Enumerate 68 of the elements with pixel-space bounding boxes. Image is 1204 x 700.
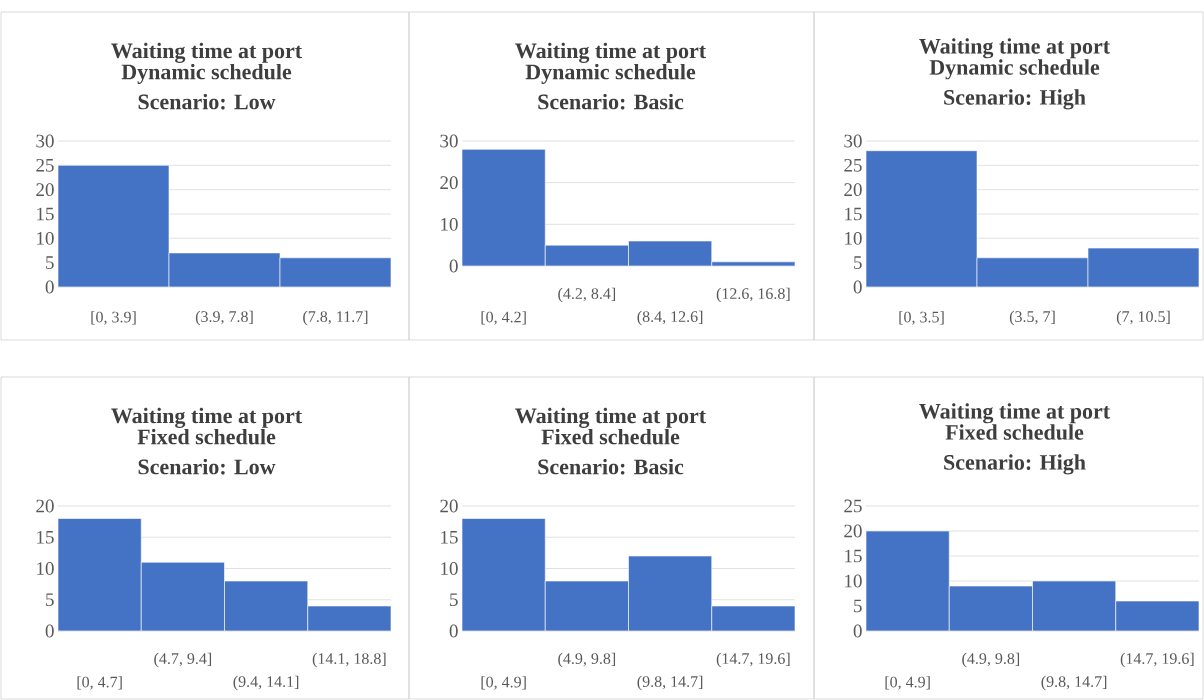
chart-subtitle: Dynamic schedule Scenario: Low <box>121 63 292 110</box>
y-tick-label: 0 <box>45 624 54 638</box>
chart-title: Waiting time at port <box>515 42 707 63</box>
x-tick-label: (7, 10.5] <box>1116 310 1170 326</box>
x-tick-label: (3.9, 7.8] <box>195 310 253 326</box>
x-tick-label: [0, 3.9] <box>91 311 136 325</box>
y-tick-label: 0 <box>449 259 458 273</box>
y-tick-label: 15 <box>441 530 458 544</box>
y-tick-label: 10 <box>845 574 862 588</box>
y-tick-label: 5 <box>450 593 458 607</box>
chart-subtitle: Dynamic schedule Scenario: High <box>929 59 1100 110</box>
chart-subtitle: Fixed schedule Scenario: High <box>944 424 1086 475</box>
x-tick-label: [0, 4.2] <box>481 311 526 325</box>
chart-title: Waiting time at port <box>515 407 707 428</box>
x-tick-label: (12.6, 16.8] <box>716 287 790 303</box>
y-tick-label: 15 <box>845 549 862 563</box>
x-tick-label: (4.9, 9.8] <box>962 652 1020 668</box>
x-tick-label: (4.7, 9.4] <box>154 652 212 668</box>
y-tick-label: 0 <box>853 624 862 638</box>
x-tick-label: (8.4, 12.6] <box>637 310 703 326</box>
y-tick-label: 20 <box>36 183 54 197</box>
y-tick-label: 30 <box>844 134 862 148</box>
y-tick-label: 5 <box>46 256 54 269</box>
x-tick-label: (7.8, 11.7] <box>303 310 368 326</box>
x-tick-label: (14.1, 18.8] <box>312 652 386 668</box>
y-tick-label: 10 <box>441 562 458 575</box>
y-tick-label: 10 <box>37 562 54 575</box>
y-tick-label: 20 <box>36 499 54 513</box>
chart-subtitle: Dynamic schedule Scenario: Basic <box>525 63 696 110</box>
y-tick-label: 15 <box>37 207 54 221</box>
y-tick-label: 0 <box>853 280 862 294</box>
x-tick-label: [0, 4.7] <box>77 676 122 690</box>
y-tick-label: 15 <box>845 207 862 221</box>
chart-title: Waiting time at port <box>111 407 303 428</box>
chart-title: Waiting time at port <box>919 403 1111 424</box>
y-tick-label: 5 <box>854 599 862 613</box>
x-tick-label: (9.4, 14.1] <box>233 675 299 691</box>
y-tick-label: 25 <box>844 499 862 513</box>
y-tick-label: 10 <box>845 231 862 245</box>
x-tick-label: (14.7, 19.6] <box>716 652 790 668</box>
x-tick-label: (9.8, 14.7] <box>1041 675 1107 691</box>
x-tick-label: (4.9, 9.8] <box>558 652 616 668</box>
y-tick-label: 25 <box>36 158 54 172</box>
y-tick-label: 0 <box>449 624 458 638</box>
chart-subtitle: Fixed schedule Scenario: Low <box>137 428 276 475</box>
y-tick-label: 25 <box>844 158 862 172</box>
chart-title: Waiting time at port <box>111 42 303 63</box>
x-tick-label: [0, 4.9] <box>481 676 526 690</box>
y-tick-label: 5 <box>854 256 862 269</box>
y-tick-label: 10 <box>37 231 54 245</box>
x-tick-label: (3.5, 7] <box>1009 310 1055 326</box>
y-tick-label: 30 <box>36 134 54 148</box>
y-tick-label: 15 <box>37 530 54 544</box>
chart-subtitle: Fixed schedule Scenario: Basic <box>538 428 684 475</box>
y-tick-label: 20 <box>440 176 458 190</box>
y-tick-label: 20 <box>440 499 458 513</box>
x-tick-label: [0, 4.9] <box>885 676 930 690</box>
y-tick-label: 10 <box>441 217 458 231</box>
y-tick-label: 30 <box>440 134 458 148</box>
x-tick-label: [0, 3.5] <box>899 311 944 325</box>
x-tick-label: (14.7, 19.6] <box>1120 652 1194 668</box>
x-tick-label: (9.8, 14.7] <box>637 675 703 691</box>
y-tick-label: 20 <box>844 524 862 538</box>
y-tick-label: 0 <box>45 280 54 294</box>
chart-title: Waiting time at port <box>919 38 1111 59</box>
y-tick-label: 5 <box>46 593 54 607</box>
y-tick-label: 20 <box>844 183 862 197</box>
x-tick-label: (4.2, 8.4] <box>558 287 616 303</box>
